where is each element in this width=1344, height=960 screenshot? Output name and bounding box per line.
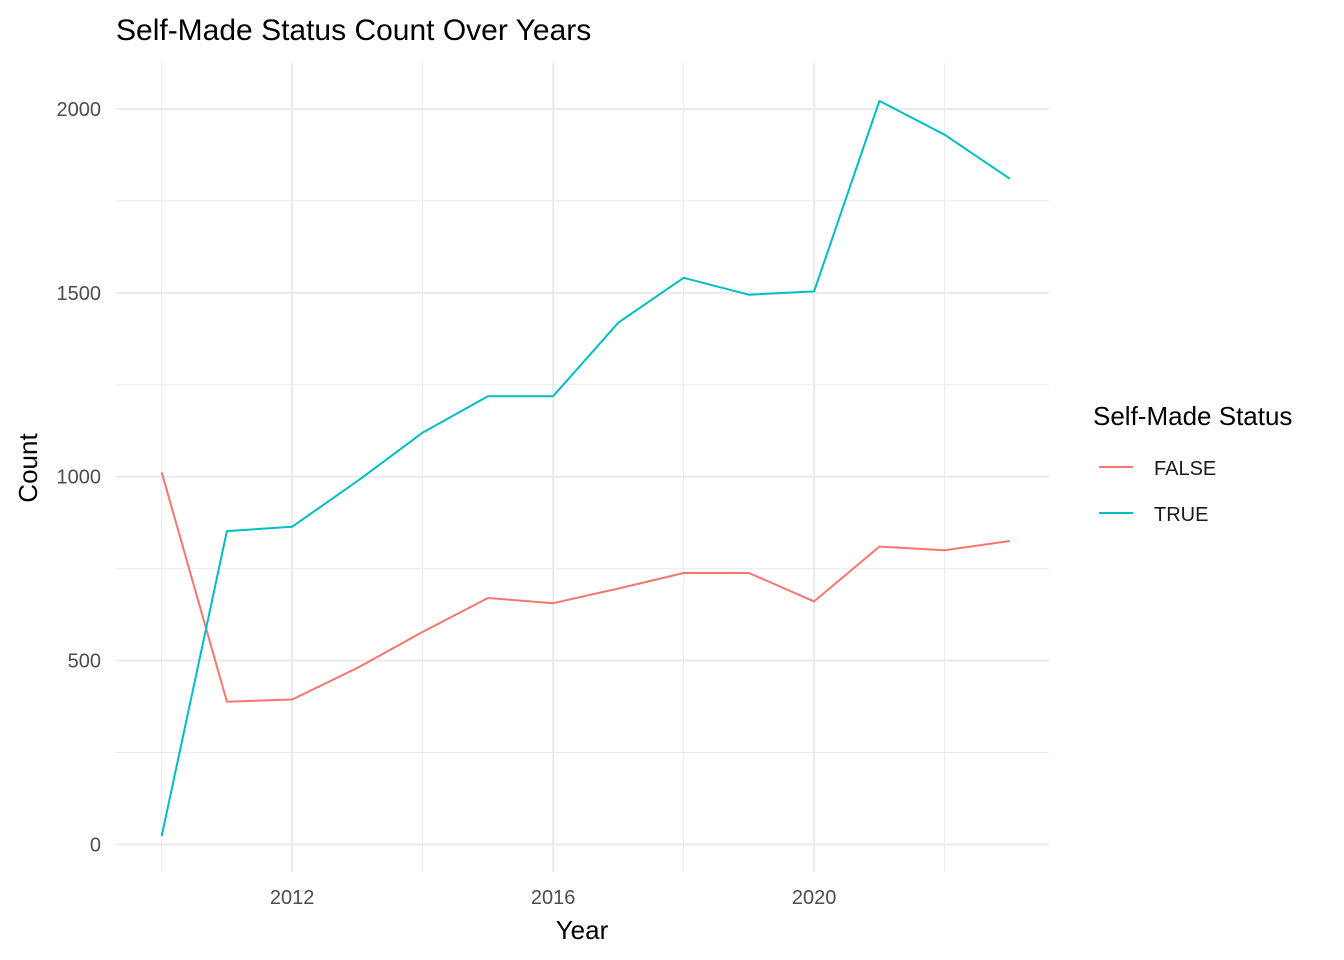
series-lines	[160, 99, 1011, 837]
grid	[116, 63, 1049, 872]
y-tick-label: 1500	[57, 283, 102, 305]
y-tick-labels: 0 500 1000 1500 2000	[57, 99, 102, 856]
chart-title: Self-Made Status Count Over Years	[116, 14, 591, 47]
series-line-false	[160, 472, 1011, 703]
legend-label-true: TRUE	[1154, 504, 1208, 526]
y-tick-label: 1000	[57, 467, 102, 489]
series-line-true	[160, 99, 1011, 837]
y-axis-label: Count	[13, 433, 43, 503]
legend: Self-Made Status FALSE TRUE	[1093, 401, 1292, 526]
legend-title: Self-Made Status	[1093, 401, 1292, 431]
y-tick-label: 0	[90, 834, 101, 856]
legend-label-false: FALSE	[1154, 458, 1216, 480]
x-tick-label: 2016	[531, 887, 576, 909]
x-axis-label: Year	[556, 915, 609, 945]
x-tick-label: 2020	[792, 887, 837, 909]
y-tick-label: 500	[68, 651, 101, 673]
x-tick-label: 2012	[270, 887, 315, 909]
y-tick-label: 2000	[57, 99, 102, 121]
x-tick-labels: 2012 2016 2020	[270, 887, 836, 909]
